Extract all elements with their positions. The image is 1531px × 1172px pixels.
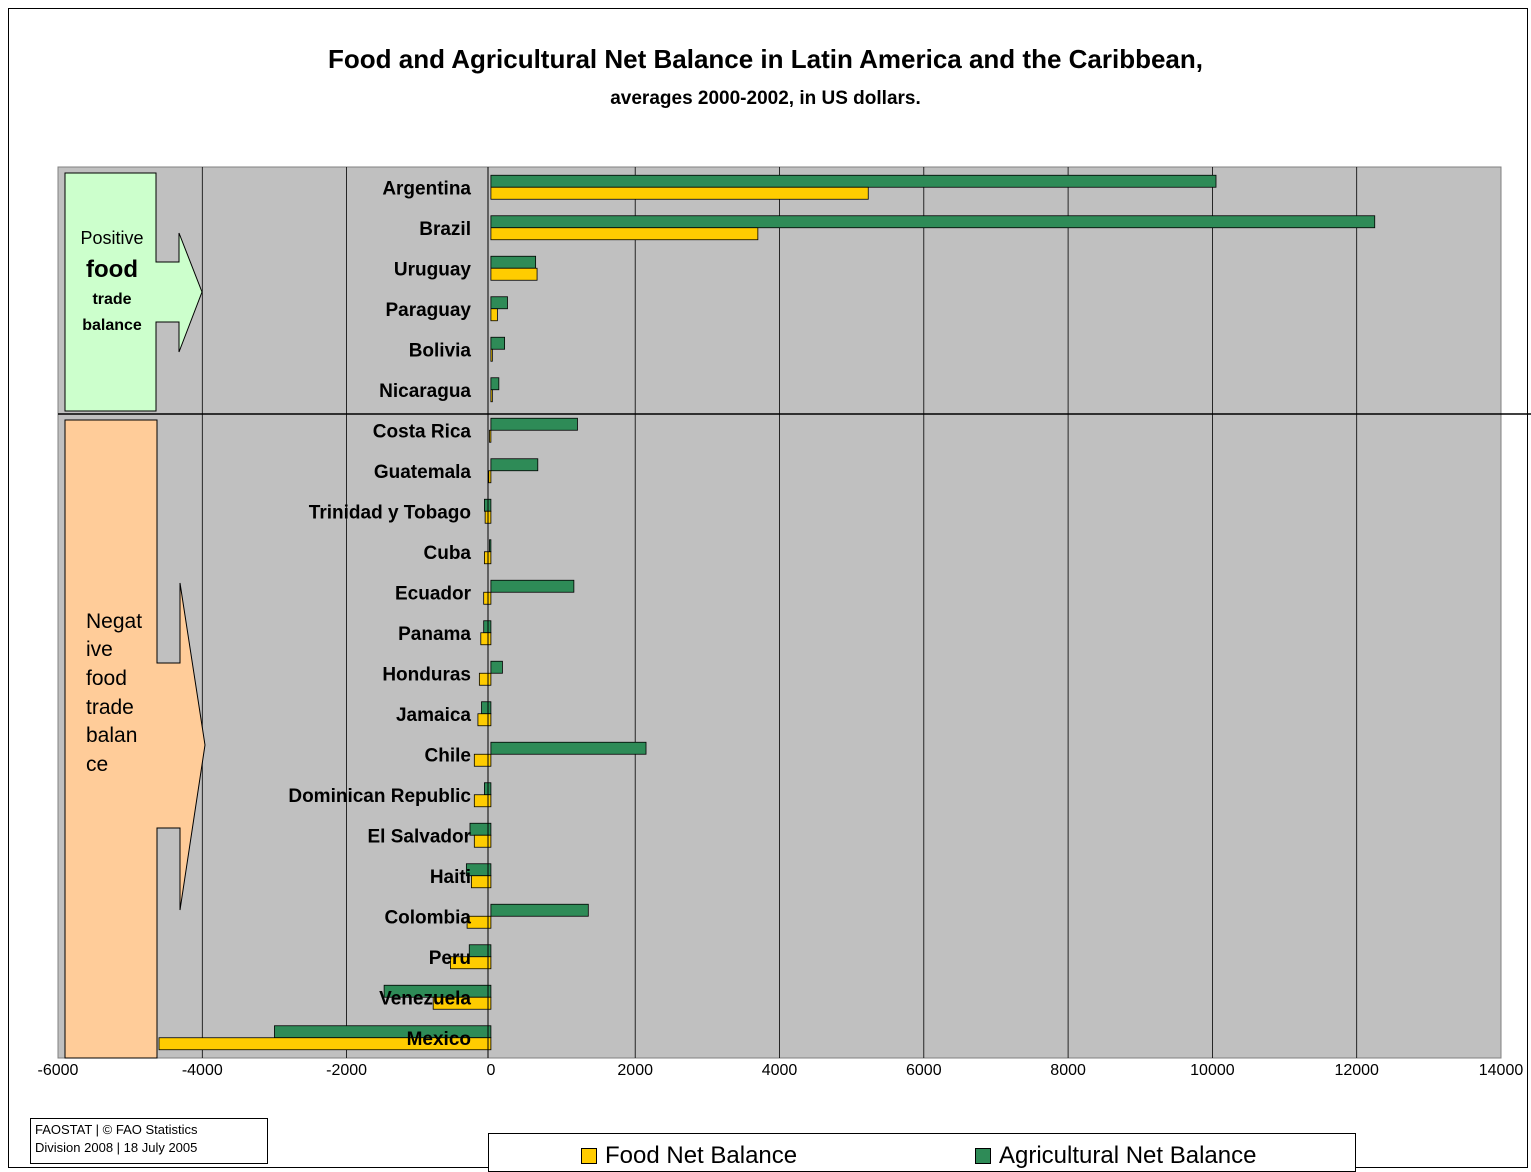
bar-agricultural [490, 215, 1376, 229]
negative-label-line2: ive [86, 638, 113, 661]
bar-agricultural [481, 701, 492, 715]
x-tick-label: -4000 [182, 1062, 223, 1079]
annotation-arrows: Positive food trade balance Negat ive fo… [64, 172, 206, 1059]
bar-agricultural [490, 660, 503, 674]
bar-agricultural [483, 620, 492, 634]
positive-label-line2: food [86, 256, 138, 283]
bar-agricultural [490, 579, 575, 593]
bars [158, 174, 1376, 1051]
bar-food [490, 348, 493, 362]
x-tick-label: 0 [486, 1062, 495, 1079]
positive-label-line1: Positive [80, 228, 143, 248]
category-label: Mexico [407, 1029, 471, 1050]
category-label: Costa Rica [373, 421, 472, 442]
x-tick-label: 10000 [1190, 1062, 1235, 1079]
positive-label-line4: balance [82, 317, 142, 334]
source-note: FAOSTAT | © FAO Statistics Division 2008… [30, 1118, 268, 1164]
chart-legend: Food Net Balance Agricultural Net Balanc… [488, 1133, 1356, 1172]
x-tick-label: 14000 [1479, 1062, 1524, 1079]
category-label: Cuba [424, 543, 472, 564]
bar-food [490, 227, 759, 241]
positive-label-line3: trade [92, 291, 131, 308]
bar-food [480, 632, 492, 646]
category-label: Uruguay [394, 259, 472, 280]
negative-label-line6: ce [86, 753, 108, 776]
category-label: Haiti [430, 867, 471, 888]
bar-food [488, 470, 492, 484]
gridlines [201, 167, 1358, 1058]
category-label: Dominican Republic [288, 786, 471, 807]
bar-agricultural [489, 539, 492, 553]
category-labels: Argentina Brazil Uruguay Paraguay Bolivia Nic… [288, 178, 471, 1050]
legend-swatch-agri [975, 1148, 991, 1164]
x-tick-labels: -6000 -4000 -2000 0 2000 4000 6000 8000 10000 120… [38, 1062, 1524, 1079]
category-label: Argentina [382, 178, 471, 199]
negative-label-line4: trade [86, 696, 134, 719]
category-label: Nicaragua [379, 381, 471, 402]
bar-agricultural [490, 377, 500, 391]
bar-food [490, 267, 538, 281]
category-label: Brazil [419, 219, 471, 240]
bar-food [490, 186, 869, 200]
negative-arrow-shape [64, 419, 206, 1059]
category-label: Jamaica [396, 705, 471, 726]
category-label: Venezuela [379, 988, 471, 1009]
bar-food [478, 672, 492, 686]
chart-subtitle: averages 2000-2002, in US dollars. [610, 88, 921, 109]
bar-food [477, 713, 492, 727]
bar-agricultural [490, 903, 589, 917]
bar-agricultural [490, 255, 537, 269]
category-label: Bolivia [409, 340, 472, 361]
x-tick-label: 2000 [617, 1062, 653, 1079]
bar-agricultural [490, 741, 647, 755]
legend-item-food: Food Net Balance [581, 1142, 797, 1170]
bar-food [473, 834, 492, 848]
category-label: Honduras [382, 664, 471, 685]
source-note-line1: FAOSTAT | © FAO Statistics [35, 1122, 198, 1137]
positive-arrow-shape [64, 172, 203, 412]
category-label: Chile [425, 745, 471, 766]
category-label: Peru [429, 948, 471, 969]
bar-food [450, 956, 492, 970]
bar-food [489, 429, 492, 443]
bar-food [490, 308, 498, 322]
source-note-line2: Division 2008 | 18 July 2005 [35, 1140, 198, 1155]
x-tick-label: 4000 [762, 1062, 798, 1079]
bar-food [466, 915, 492, 929]
negative-label-line1: Negat [86, 610, 142, 633]
bar-food [483, 591, 492, 605]
bar-agricultural [490, 417, 578, 431]
category-label: Guatemala [374, 462, 472, 483]
bar-agricultural [490, 458, 539, 472]
chart-title: Food and Agricultural Net Balance in Lat… [328, 44, 1203, 74]
bar-food [432, 996, 492, 1010]
bar-food [473, 794, 492, 808]
x-tick-label: -2000 [326, 1062, 367, 1079]
negative-label-line3: food [86, 667, 127, 690]
bar-agricultural [490, 174, 1217, 188]
legend-label-agri: Agricultural Net Balance [999, 1142, 1257, 1169]
category-label: Panama [398, 624, 471, 645]
category-label: El Salvador [368, 826, 472, 847]
legend-swatch-food [581, 1148, 597, 1164]
bar-agricultural [490, 336, 506, 350]
bar-food [471, 875, 492, 889]
category-label: Paraguay [385, 300, 471, 321]
bar-agricultural [490, 296, 508, 310]
x-tick-label: 6000 [906, 1062, 942, 1079]
bar-food [158, 1037, 492, 1051]
bar-food [473, 753, 492, 767]
bar-food [490, 389, 493, 403]
x-tick-label: 8000 [1050, 1062, 1086, 1079]
x-tick-label: 12000 [1334, 1062, 1379, 1079]
category-label: Colombia [384, 907, 471, 928]
legend-label-food: Food Net Balance [605, 1142, 798, 1169]
category-label: Trinidad y Tobago [309, 502, 471, 523]
x-tick-label: -6000 [38, 1062, 79, 1079]
category-label: Ecuador [395, 583, 472, 604]
legend-item-agri: Agricultural Net Balance [975, 1142, 1256, 1170]
negative-label-line5: balan [86, 724, 137, 747]
